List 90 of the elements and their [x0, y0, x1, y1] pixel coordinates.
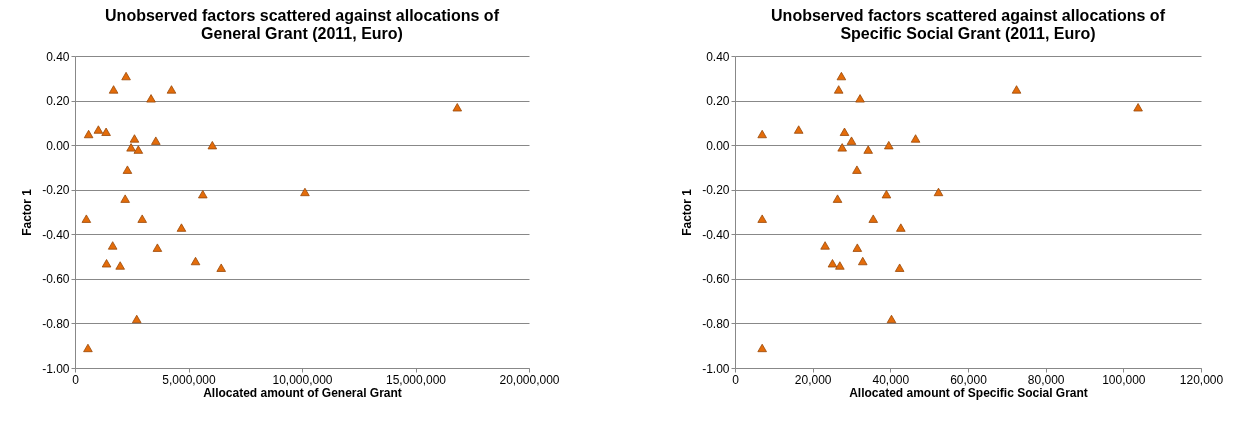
y-tick-label: -0.60 — [702, 272, 730, 287]
point — [207, 140, 218, 150]
point — [1133, 103, 1143, 112]
y-tick-label: 0.40 — [46, 49, 70, 64]
point — [827, 259, 838, 268]
point — [757, 129, 767, 139]
point — [132, 314, 142, 324]
point — [107, 241, 118, 250]
point — [452, 103, 462, 112]
point — [832, 194, 843, 203]
point — [101, 127, 111, 136]
point — [137, 214, 147, 223]
point — [300, 187, 310, 197]
point — [108, 85, 119, 94]
y-tick-label: -0.20 — [702, 183, 730, 198]
point — [820, 241, 830, 250]
y-tick-label: 0.00 — [46, 138, 70, 153]
point — [833, 85, 844, 94]
point — [166, 85, 177, 94]
chart-title: Unobserved factors scattered against allocations of General Grant (2011, Euro) — [105, 7, 500, 42]
x-tick-label: 60,000 — [950, 372, 988, 387]
y-axis-title: Factor 1 — [20, 188, 35, 236]
y-axis-title: Factor 1 — [680, 188, 695, 236]
point — [93, 125, 104, 134]
y-tick-label: -0.80 — [42, 316, 70, 331]
point — [198, 190, 208, 199]
point — [884, 140, 894, 150]
point — [81, 214, 92, 223]
point — [855, 94, 865, 103]
point — [852, 165, 862, 174]
point — [886, 314, 897, 324]
x-tick-label: 20,000 — [794, 372, 832, 387]
point — [120, 194, 130, 203]
point — [190, 256, 201, 266]
x-axis-title: Allocated amount of General Grant — [203, 385, 402, 400]
point — [863, 145, 873, 154]
point — [881, 190, 892, 199]
point — [837, 143, 847, 152]
x-tick-label: 10,000,000 — [272, 372, 333, 387]
x-axis-title: Allocated amount of Specific Social Grant — [849, 385, 1088, 400]
point — [835, 261, 845, 270]
y-tick-label: 0.20 — [706, 94, 730, 109]
point — [83, 343, 93, 353]
point — [839, 127, 850, 136]
point — [83, 129, 94, 139]
point — [126, 143, 136, 152]
point — [910, 134, 921, 143]
point — [858, 256, 868, 266]
y-tick-label: -0.40 — [702, 227, 730, 242]
y-tick-label: -0.40 — [42, 227, 70, 242]
point — [115, 261, 125, 270]
point — [151, 136, 161, 145]
y-tick-label: -1.00 — [702, 361, 730, 376]
point — [122, 165, 133, 174]
y-tick-label: -1.00 — [42, 361, 70, 376]
x-tick-label: 5,000,000 — [162, 372, 217, 387]
x-tick-label: 0 — [72, 372, 80, 387]
point — [933, 187, 944, 197]
point — [101, 259, 112, 268]
y-tick-label: 0.40 — [706, 49, 730, 64]
x-tick-label: 120,000 — [1179, 372, 1224, 387]
point — [757, 214, 767, 223]
point — [793, 125, 804, 134]
point — [896, 223, 906, 232]
point — [129, 134, 140, 143]
point — [852, 243, 863, 252]
point — [176, 223, 187, 232]
point — [152, 243, 163, 252]
y-tick-label: -0.80 — [702, 316, 730, 331]
x-tick-label: 0 — [732, 372, 740, 387]
chart-title: Unobserved factors scattered against allocations of Specific Social Grant (2011, Euro) — [771, 7, 1166, 42]
x-tick-label: 20,000,000 — [499, 372, 560, 387]
point — [868, 214, 878, 223]
point — [757, 343, 767, 353]
point — [133, 145, 144, 154]
x-tick-label: 40,000 — [872, 372, 910, 387]
point — [216, 263, 226, 272]
x-tick-label: 100,000 — [1102, 372, 1146, 387]
point — [836, 71, 847, 81]
point — [894, 263, 905, 272]
x-tick-label: 15,000,000 — [385, 372, 447, 387]
point — [1011, 85, 1022, 94]
y-tick-label: 0.00 — [706, 138, 730, 153]
point — [146, 94, 156, 103]
x-tick-label: 80,000 — [1027, 372, 1065, 387]
y-tick-label: 0.20 — [46, 94, 70, 109]
y-tick-label: -0.60 — [42, 272, 70, 287]
point — [846, 136, 857, 145]
point — [121, 71, 131, 81]
y-tick-label: -0.20 — [42, 183, 70, 198]
